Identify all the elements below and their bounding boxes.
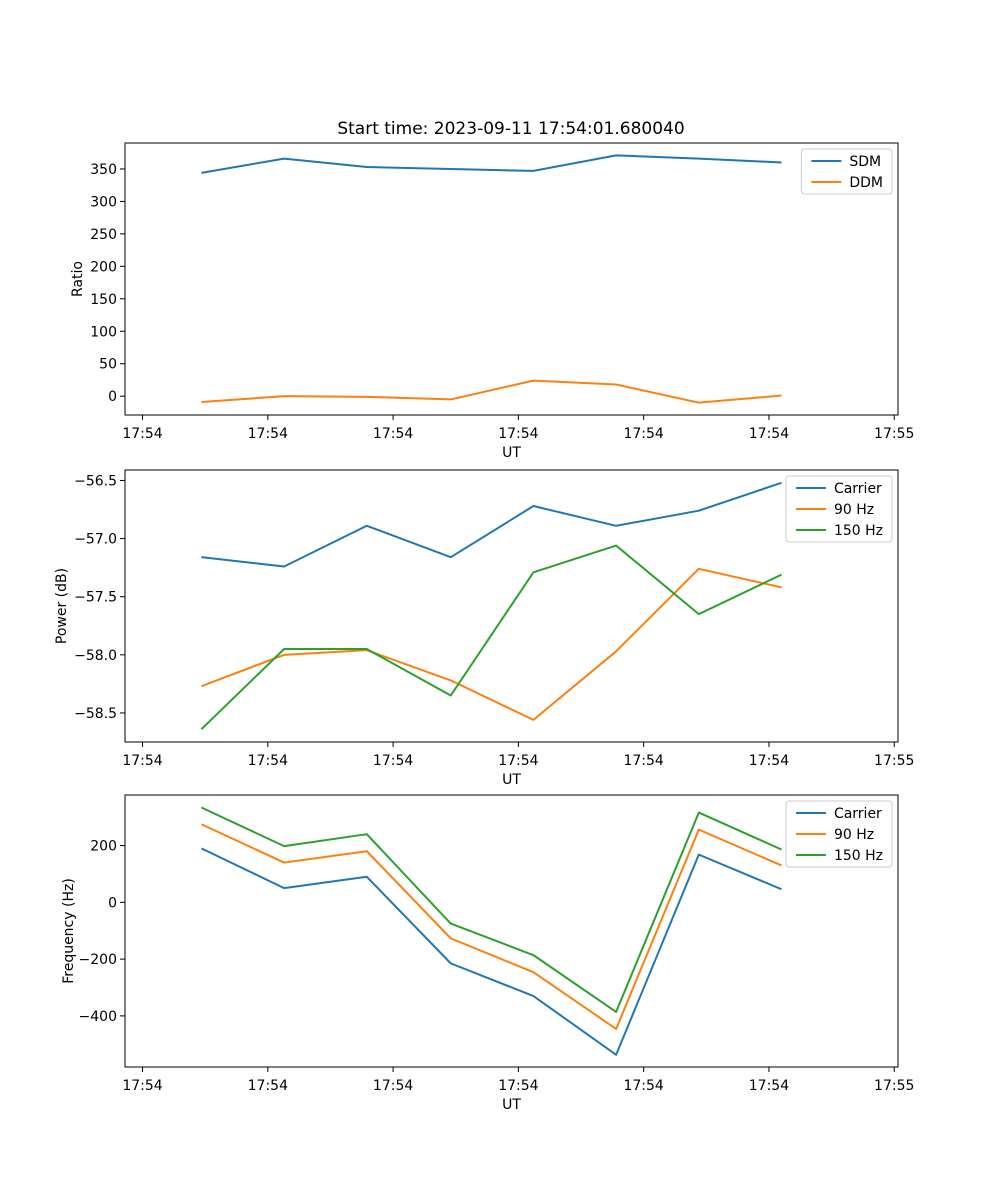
series-line-ddm [201, 379, 782, 404]
x-tick-label: 17:54 [248, 1078, 288, 1094]
x-tick-label: 17:54 [498, 753, 538, 769]
legend-label: 150 Hz [834, 848, 883, 864]
subplot-frequency: 17:54 17:54 17:54 17:54 17:54 17:54 17:55 −400 −… [61, 794, 914, 1113]
y-tick-label: 200 [90, 259, 117, 275]
y-tick-label: −58.0 [74, 648, 117, 664]
x-axis-label: UT [502, 772, 521, 788]
x-tick-label: 17:55 [874, 1078, 914, 1094]
axes-frame [124, 142, 899, 416]
legend: SDM DDM [800, 148, 893, 195]
y-axis-label: Power (dB) [54, 568, 70, 644]
series-line-90-hz [200, 823, 782, 1030]
y-tick-label: 150 [90, 292, 117, 308]
y-tick-label: −57.5 [74, 590, 117, 606]
x-tick-label: 17:54 [373, 1078, 413, 1094]
y-tick-label: −56.5 [74, 473, 117, 489]
axes-frame [124, 469, 899, 743]
y-tick-label: −57.0 [74, 532, 117, 548]
y-tick-label: −58.5 [74, 706, 117, 722]
series-line-150-hz [200, 806, 782, 1013]
y-tick-label: −400 [79, 1009, 117, 1025]
x-axis-label: UT [502, 445, 521, 461]
legend-frame [785, 800, 893, 868]
x-tick-label: 17:54 [373, 753, 413, 769]
x-tick-label: 17:54 [498, 1078, 538, 1094]
y-tick-label: −200 [79, 952, 117, 968]
x-tick-label: 17:54 [122, 753, 162, 769]
x-tick-label: 17:54 [749, 753, 789, 769]
x-tick-label: 17:54 [623, 1078, 663, 1094]
legend-label: SDM [849, 154, 881, 170]
legend-label: 90 Hz [834, 827, 874, 843]
axes-frame [124, 794, 899, 1068]
y-tick-label: 250 [90, 227, 117, 243]
series-line-sdm [201, 154, 782, 174]
subplot-ratio: 17:54 17:54 17:54 17:54 17:54 17:54 17:55 0 50 10… [70, 142, 914, 461]
x-tick-label: 17:54 [373, 426, 413, 442]
legend: Carrier 90 Hz 150 Hz [785, 800, 893, 868]
legend-label: Carrier [834, 806, 882, 822]
subplot-power: 17:54 17:54 17:54 17:54 17:54 17:54 17:55 −56.5… [54, 469, 914, 788]
x-tick-label: 17:55 [874, 426, 914, 442]
figure-title: Start time: 2023-09-11 17:54:01.680040 [337, 119, 684, 139]
x-tick-label: 17:54 [248, 426, 288, 442]
legend-label: 90 Hz [834, 502, 874, 518]
legend-label: DDM [849, 175, 883, 191]
x-tick-label: 17:54 [122, 1078, 162, 1094]
y-tick-label: 200 [90, 839, 117, 855]
legend-label: Carrier [834, 481, 882, 497]
y-tick-label: 300 [90, 194, 117, 210]
y-axis-label: Ratio [70, 261, 86, 297]
x-axis-label: UT [502, 1097, 521, 1113]
x-tick-label: 17:54 [248, 753, 288, 769]
x-tick-label: 17:54 [498, 426, 538, 442]
series-line-90-hz [201, 567, 782, 721]
y-tick-label: 100 [90, 324, 117, 340]
y-tick-label: 350 [90, 162, 117, 178]
x-tick-label: 17:55 [874, 753, 914, 769]
series-line-carrier [201, 481, 782, 568]
y-axis-label: Frequency (Hz) [61, 878, 77, 984]
legend: Carrier 90 Hz 150 Hz [785, 475, 893, 543]
x-tick-label: 17:54 [623, 753, 663, 769]
legend-label: 150 Hz [834, 523, 883, 539]
x-tick-label: 17:54 [122, 426, 162, 442]
x-tick-label: 17:54 [749, 1078, 789, 1094]
y-tick-label: 50 [99, 357, 117, 373]
series-line-150-hz [200, 544, 782, 730]
legend-frame [785, 475, 893, 543]
x-tick-label: 17:54 [749, 426, 789, 442]
series-line-carrier [200, 847, 782, 1056]
y-tick-label: 0 [108, 389, 117, 405]
x-tick-label: 17:54 [623, 426, 663, 442]
y-tick-label: 0 [108, 895, 117, 911]
